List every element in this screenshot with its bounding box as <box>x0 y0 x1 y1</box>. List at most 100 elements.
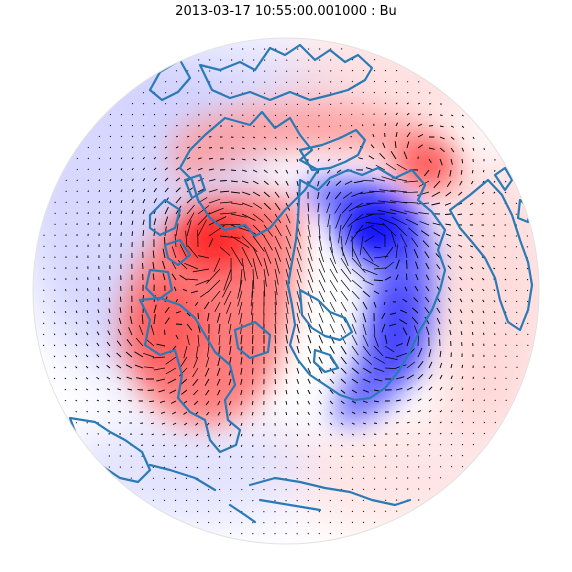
vector-arrow <box>120 168 123 171</box>
vector-arrow <box>340 290 349 301</box>
vector-arrow <box>428 158 432 164</box>
vector-arrow <box>307 466 309 469</box>
vector-arrow <box>351 488 354 491</box>
vector-arrow <box>216 312 221 323</box>
vector-arrow <box>75 388 78 391</box>
vector-arrow <box>400 309 408 314</box>
vector-arrow <box>351 69 354 72</box>
vector-arrow <box>340 70 343 72</box>
vector-arrow <box>428 398 432 402</box>
vector-arrow <box>318 224 321 239</box>
vector-arrow <box>433 180 441 189</box>
vector-arrow <box>229 433 232 437</box>
vector-arrow <box>351 301 358 311</box>
vector-arrow <box>351 378 359 384</box>
vector-arrow <box>193 400 199 406</box>
vector-arrow <box>362 290 371 298</box>
vector-arrow <box>162 248 166 259</box>
vector-arrow <box>285 125 288 128</box>
vector-arrow <box>274 202 281 211</box>
vector-arrow <box>470 255 474 259</box>
vector-arrow <box>373 290 380 295</box>
field-red-core-north <box>395 140 455 190</box>
vector-arrow <box>165 356 177 365</box>
vector-arrow <box>373 367 385 372</box>
vector-arrow <box>348 202 364 212</box>
vector-arrow <box>263 136 266 139</box>
coastline-south-rim <box>248 476 412 512</box>
vector-arrow <box>251 411 254 416</box>
vector-arrow <box>164 306 170 314</box>
vector-arrow <box>340 433 344 436</box>
vector-arrow <box>252 202 262 209</box>
vector-arrow <box>373 378 383 382</box>
vector-arrow <box>207 455 210 458</box>
coastline-europe-interior <box>298 288 354 374</box>
vector-arrow <box>186 212 195 226</box>
vector-arrow <box>179 244 188 259</box>
vector-arrow <box>362 521 365 524</box>
vector-arrow <box>109 124 112 127</box>
vector-arrow <box>230 169 237 172</box>
vector-arrow <box>296 389 299 395</box>
coastline-aleutians <box>148 463 257 524</box>
vector-arrow <box>274 334 277 344</box>
vector-arrow <box>428 432 431 435</box>
vector-arrow <box>472 443 475 446</box>
vector-arrow <box>142 113 145 116</box>
vector-arrow <box>171 246 177 259</box>
vector-arrow <box>263 147 267 150</box>
vector-arrow <box>118 317 122 325</box>
vector-arrow <box>296 400 299 405</box>
vector-arrow <box>165 367 177 375</box>
vector-arrow <box>130 305 133 314</box>
vector-arrow <box>395 274 399 281</box>
vector-arrow <box>425 262 430 270</box>
vector-arrow <box>515 202 518 204</box>
vector-arrow <box>373 246 381 249</box>
vector-arrow <box>381 323 386 333</box>
vector-arrow <box>274 290 277 305</box>
vector-arrow <box>362 323 367 336</box>
vector-arrow <box>351 235 354 258</box>
vector-arrow <box>350 124 353 127</box>
vector-arrow <box>437 328 441 336</box>
vector-arrow <box>205 356 210 368</box>
vector-arrow <box>193 356 199 369</box>
vector-arrow <box>447 265 452 270</box>
vector-arrow <box>98 157 101 160</box>
vector-arrow <box>184 433 188 436</box>
vector-arrow <box>229 466 232 469</box>
vector-arrow <box>459 180 463 186</box>
vector-arrow <box>472 421 475 424</box>
vector-arrow <box>126 376 133 380</box>
vector-arrow <box>98 200 101 204</box>
vector-arrow <box>384 261 394 270</box>
vector-arrow <box>230 510 232 513</box>
vector-arrow <box>351 345 359 356</box>
vector-arrow <box>208 147 213 149</box>
vector-arrow <box>422 240 430 248</box>
vector-arrow <box>274 169 279 174</box>
vector-arrow <box>318 356 323 364</box>
vector-arrow <box>107 330 111 336</box>
vector-arrow <box>493 191 496 194</box>
vector-arrow <box>446 180 452 188</box>
vector-arrow <box>405 218 419 226</box>
vector-arrow <box>252 224 266 237</box>
vector-arrow <box>362 477 365 479</box>
vector-arrow <box>423 169 430 177</box>
vector-arrow <box>181 389 188 395</box>
vector-arrow <box>417 123 423 127</box>
vector-arrow <box>504 300 507 303</box>
vector-arrow <box>142 209 146 215</box>
vector-arrow <box>373 422 377 424</box>
vector-arrow <box>285 169 289 174</box>
vector-arrow <box>163 329 166 336</box>
vector-arrow <box>161 422 166 425</box>
vector-arrow <box>459 287 463 292</box>
vector-arrow <box>296 411 299 416</box>
vector-arrow <box>446 243 452 248</box>
vector-arrow <box>175 156 179 160</box>
vector-arrow <box>406 81 409 83</box>
